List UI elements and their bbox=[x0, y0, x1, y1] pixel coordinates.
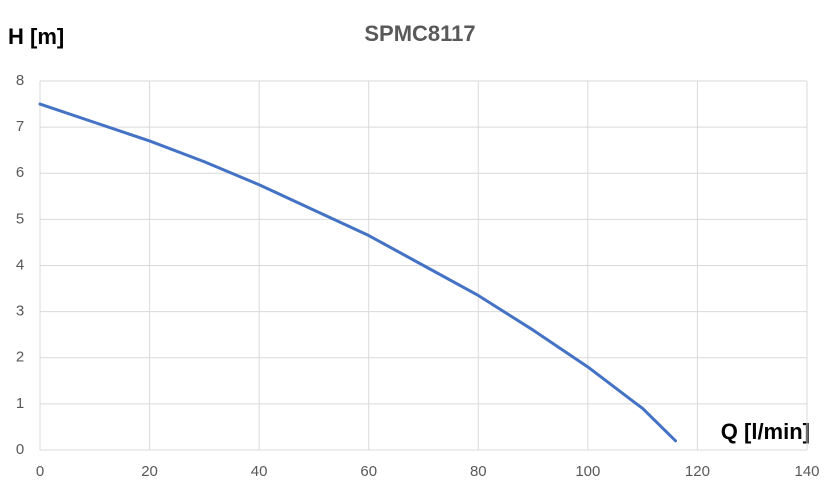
y-tick-label: 6 bbox=[16, 164, 24, 181]
y-tick-label: 4 bbox=[16, 256, 24, 273]
x-tick-label: 0 bbox=[36, 463, 44, 480]
y-axis-title: H [m] bbox=[8, 24, 64, 49]
x-tick-label: 80 bbox=[470, 463, 487, 480]
y-tick-label: 0 bbox=[16, 441, 24, 458]
x-tick-label: 100 bbox=[575, 463, 600, 480]
x-tick-label: 20 bbox=[141, 463, 158, 480]
y-tick-label: 2 bbox=[16, 349, 24, 366]
y-tick-label: 7 bbox=[16, 118, 24, 135]
y-tick-label: 3 bbox=[16, 303, 24, 320]
y-tick-label: 1 bbox=[16, 395, 24, 412]
x-tick-label: 140 bbox=[794, 463, 819, 480]
x-axis-title: Q [l/min] bbox=[721, 419, 810, 444]
data-line bbox=[38, 102, 678, 443]
x-tick-label: 60 bbox=[360, 463, 377, 480]
x-tick-label: 120 bbox=[685, 463, 710, 480]
chart-title: SPMC8117 bbox=[364, 21, 475, 46]
y-tick-label: 5 bbox=[16, 210, 24, 227]
x-tick-label: 40 bbox=[251, 463, 268, 480]
y-tick-label: 8 bbox=[16, 72, 24, 89]
